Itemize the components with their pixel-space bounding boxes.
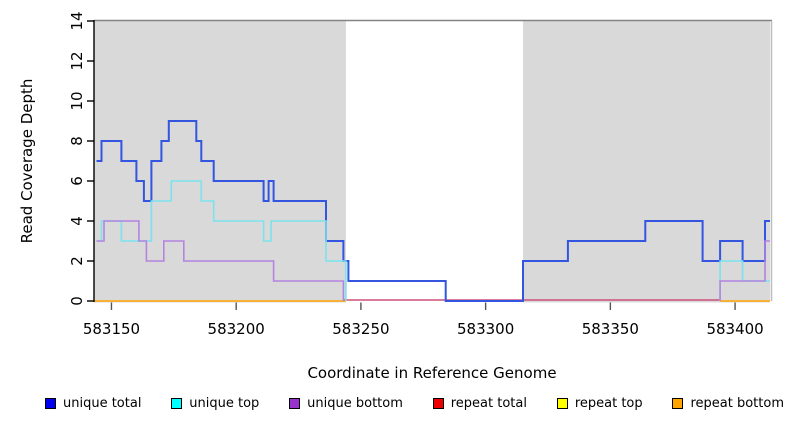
x-tick-label: 583200 — [208, 320, 265, 338]
plot-legend: unique total unique top unique bottom repea… — [45, 396, 784, 411]
legend-label: unique bottom — [307, 396, 403, 411]
y-tick-label: 8 — [68, 136, 86, 146]
legend-swatch-repeat-top — [556, 398, 568, 409]
legend-swatch-repeat-total — [432, 398, 444, 409]
legend-label: repeat total — [450, 396, 527, 411]
x-tick-label: 583250 — [332, 320, 389, 338]
y-tick-label: 6 — [68, 176, 86, 186]
y-tick-label: 14 — [68, 11, 86, 30]
y-tick-label: 10 — [68, 91, 86, 110]
x-tick-label: 583400 — [706, 320, 763, 338]
legend-item-unique-total: unique total — [45, 396, 141, 411]
legend-label: unique total — [63, 396, 142, 411]
legend-item-repeat-total: repeat total — [432, 396, 527, 411]
legend-label: unique top — [189, 396, 260, 411]
series-unique-bottom-right-block- — [719, 240, 770, 301]
y-tick-label: 4 — [68, 216, 86, 226]
legend-swatch-unique-top — [171, 398, 183, 409]
legend-swatch-unique-total — [45, 398, 56, 409]
legend-swatch-repeat-bottom — [672, 398, 684, 409]
x-tick-label: 583300 — [457, 320, 514, 338]
legend-label: repeat bottom — [690, 396, 784, 411]
y-axis-title: Read Coverage Depth — [18, 78, 36, 244]
y-tick-label: 2 — [68, 256, 86, 266]
legend-item-repeat-bottom: repeat bottom — [672, 396, 784, 411]
legend-item-unique-top: unique top — [171, 396, 259, 411]
series-unique-total — [96, 120, 770, 302]
series-unique-bottom-left-block- — [96, 220, 345, 301]
shaded-coverage-band — [523, 21, 770, 303]
x-tick-label: 583150 — [83, 320, 140, 338]
legend-item-unique-bottom: unique bottom — [289, 396, 403, 411]
legend-item-repeat-top: repeat top — [556, 396, 643, 411]
y-tick-label: 12 — [68, 51, 86, 70]
x-axis-title: Coordinate in Reference Genome — [307, 364, 557, 382]
y-tick-label: 0 — [68, 296, 86, 306]
x-tick-label: 583350 — [582, 320, 639, 338]
series-unique-top-left-block- — [96, 180, 347, 301]
legend-label: repeat top — [574, 396, 643, 411]
legend-swatch-unique-bottom — [289, 398, 301, 409]
